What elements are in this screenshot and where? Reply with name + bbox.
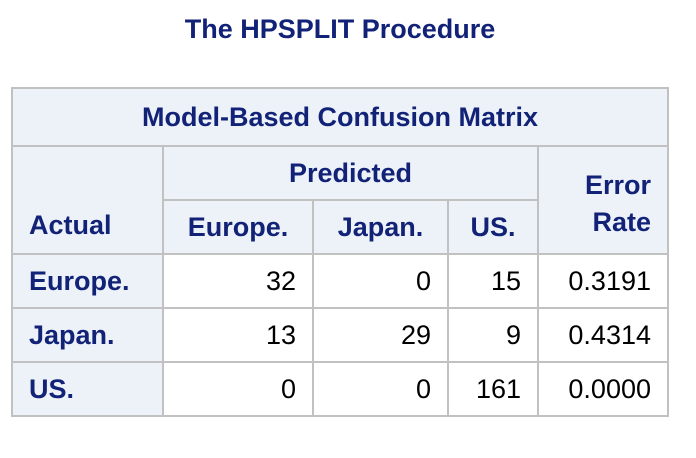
table-row: US. 0 0 161 0.0000 xyxy=(11,361,669,417)
cell-europe-us: 15 xyxy=(447,253,539,309)
column-header-us: US. xyxy=(447,199,539,255)
cell-japan-japan: 29 xyxy=(312,307,449,363)
row-header-japan: Japan. xyxy=(11,307,164,363)
cell-japan-error-rate: 0.4314 xyxy=(537,307,669,363)
cell-europe-error-rate: 0.3191 xyxy=(537,253,669,309)
procedure-title: The HPSPLIT Procedure xyxy=(184,14,496,44)
table-caption: Model-Based Confusion Matrix xyxy=(11,87,669,147)
error-rate-header: Error Rate xyxy=(537,145,669,255)
cell-us-japan: 0 xyxy=(312,361,449,417)
confusion-matrix-table: Model-Based Confusion Matrix Actual Pred… xyxy=(11,87,669,417)
row-header-europe: Europe. xyxy=(11,253,164,309)
column-header-europe: Europe. xyxy=(162,199,314,255)
cell-europe-japan: 0 xyxy=(312,253,449,309)
table-row: Europe. 32 0 15 0.3191 xyxy=(11,253,669,309)
cell-japan-us: 9 xyxy=(447,307,539,363)
actual-header: Actual xyxy=(11,145,164,255)
cell-us-europe: 0 xyxy=(162,361,314,417)
error-rate-header-line1: Error xyxy=(584,170,651,200)
predicted-header: Predicted xyxy=(162,145,539,201)
cell-europe-europe: 32 xyxy=(162,253,314,309)
error-rate-header-line2: Rate xyxy=(592,207,651,237)
column-header-japan: Japan. xyxy=(312,199,449,255)
cell-us-error-rate: 0.0000 xyxy=(537,361,669,417)
cell-japan-europe: 13 xyxy=(162,307,314,363)
row-header-us: US. xyxy=(11,361,164,417)
cell-us-us: 161 xyxy=(447,361,539,417)
table-row: Japan. 13 29 9 0.4314 xyxy=(11,307,669,363)
